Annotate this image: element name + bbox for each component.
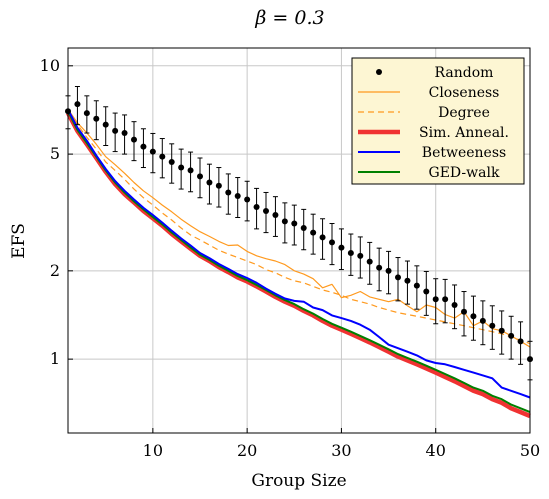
- random-point: [215, 182, 222, 189]
- random-point: [83, 110, 90, 117]
- random-point: [329, 239, 335, 246]
- legend-label-sim-anneal: Sim. Anneal.: [419, 125, 509, 141]
- random-point: [253, 204, 260, 211]
- random-point: [451, 301, 458, 308]
- betweeness-line: [67, 108, 531, 399]
- legend-box: [351, 57, 525, 185]
- x-tick-label: 50: [520, 441, 540, 460]
- x-tick-label: 30: [331, 441, 351, 460]
- legend-label-betweeness: Betweeness: [422, 145, 506, 161]
- random-point: [489, 322, 496, 329]
- legend-label-ged-walk: GED-walk: [429, 165, 500, 181]
- ged-walk-line: [67, 110, 531, 414]
- random-point: [432, 296, 439, 303]
- random-point: [310, 229, 317, 236]
- y-tick-label: 2: [50, 261, 60, 280]
- random-point: [470, 313, 477, 320]
- random-point: [281, 218, 288, 225]
- random-point: [404, 277, 411, 284]
- plot-frame: [67, 47, 531, 434]
- x-tick-label: 20: [237, 441, 257, 460]
- random-point: [508, 332, 515, 339]
- random-point: [159, 153, 166, 160]
- random-point: [263, 207, 269, 214]
- random-point: [461, 308, 467, 315]
- random-point: [498, 327, 505, 334]
- random-point: [131, 136, 137, 143]
- y-axis-label: EFS: [9, 223, 29, 259]
- random-point: [300, 224, 307, 231]
- legend: Random Closeness Degree Sim. Anneal. Between…: [351, 57, 525, 185]
- random-point: [178, 164, 185, 171]
- random-point: [225, 189, 232, 196]
- random-point: [121, 130, 128, 137]
- random-point: [140, 143, 147, 150]
- legend-label-random: Random: [435, 65, 494, 81]
- legend-marker-random: [376, 69, 382, 75]
- random-point: [385, 267, 392, 274]
- degree-line: [67, 110, 531, 345]
- plot-series: [65, 86, 533, 419]
- random-point: [206, 179, 213, 186]
- random-point: [376, 264, 383, 271]
- random-point: [395, 274, 401, 281]
- random-point: [347, 250, 354, 257]
- closeness-line: [67, 109, 531, 348]
- random-point: [74, 101, 81, 108]
- random-point: [479, 317, 486, 324]
- random-point: [357, 252, 364, 259]
- random-point: [442, 296, 449, 303]
- random-point: [413, 282, 420, 289]
- sim-anneal-line: [66, 112, 531, 419]
- random-point: [319, 234, 326, 241]
- legend-label-closeness: Closeness: [429, 85, 500, 101]
- random-point: [112, 127, 119, 134]
- random-point: [187, 167, 194, 174]
- random-point: [272, 212, 279, 219]
- random-point: [102, 121, 109, 128]
- random-point: [149, 148, 156, 155]
- random-point: [244, 196, 251, 203]
- x-tick-label: 40: [426, 441, 446, 460]
- x-axis-label: Group Size: [251, 471, 346, 491]
- random-point: [423, 288, 430, 295]
- axis-ticks: 10 20 30 40 50 1 2 5 10: [40, 56, 541, 460]
- random-point: [93, 115, 100, 122]
- random-point: [338, 244, 345, 251]
- legend-label-degree: Degree: [438, 105, 490, 121]
- x-tick-label: 10: [143, 441, 163, 460]
- y-tick-label: 5: [50, 144, 60, 163]
- random-point: [517, 338, 524, 345]
- random-point: [197, 173, 203, 180]
- random-point: [168, 158, 175, 165]
- random-point: [366, 258, 373, 265]
- random-point: [291, 220, 298, 227]
- y-tick-label: 10: [40, 56, 60, 75]
- y-tick-label: 1: [50, 349, 60, 368]
- random-point: [234, 192, 241, 199]
- chart-title: β = 0.3: [254, 7, 324, 29]
